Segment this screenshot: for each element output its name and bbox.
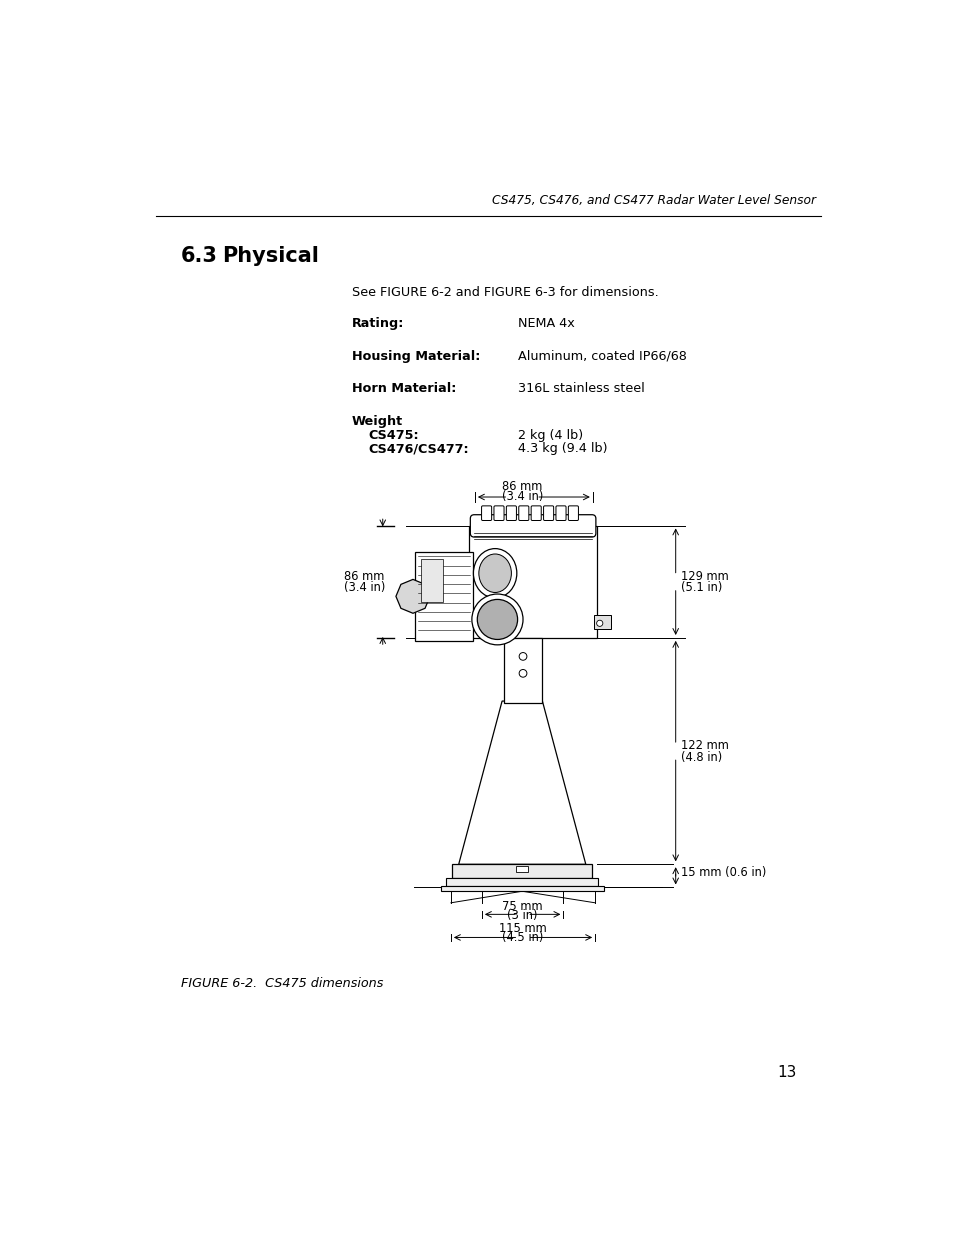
- Circle shape: [476, 599, 517, 640]
- Bar: [452, 864, 592, 878]
- Text: 2 kg (4 lb): 2 kg (4 lb): [517, 429, 583, 442]
- Text: 86 mm: 86 mm: [344, 569, 384, 583]
- Text: 75 mm: 75 mm: [502, 900, 542, 913]
- FancyBboxPatch shape: [518, 506, 528, 520]
- FancyBboxPatch shape: [543, 506, 553, 520]
- Text: (3.4 in): (3.4 in): [501, 490, 542, 503]
- Text: 15 mm (0.6 in): 15 mm (0.6 in): [680, 866, 765, 879]
- Circle shape: [472, 594, 522, 645]
- Text: 115 mm: 115 mm: [498, 921, 546, 935]
- Text: 13: 13: [777, 1065, 796, 1079]
- Text: (3 in): (3 in): [507, 909, 537, 923]
- Bar: [440, 885, 603, 892]
- Bar: [468, 526, 597, 638]
- Bar: [421, 559, 443, 601]
- Text: Physical: Physical: [222, 246, 319, 266]
- Text: 122 mm: 122 mm: [680, 740, 728, 752]
- Text: 6.3: 6.3: [181, 246, 218, 266]
- Bar: [415, 552, 472, 641]
- Text: Weight: Weight: [352, 415, 402, 429]
- FancyBboxPatch shape: [531, 506, 540, 520]
- Polygon shape: [395, 579, 430, 614]
- Text: 129 mm: 129 mm: [680, 569, 728, 583]
- Bar: [593, 615, 611, 630]
- Text: 316L stainless steel: 316L stainless steel: [517, 382, 644, 395]
- FancyBboxPatch shape: [556, 506, 565, 520]
- Ellipse shape: [473, 548, 517, 598]
- FancyBboxPatch shape: [506, 506, 516, 520]
- Bar: [446, 878, 598, 885]
- Text: (5.1 in): (5.1 in): [680, 582, 721, 594]
- Circle shape: [518, 652, 526, 661]
- FancyBboxPatch shape: [494, 506, 503, 520]
- FancyBboxPatch shape: [470, 515, 596, 537]
- Circle shape: [518, 669, 526, 677]
- Text: CS475, CS476, and CS477 Radar Water Level Sensor: CS475, CS476, and CS477 Radar Water Leve…: [492, 194, 815, 207]
- Text: NEMA 4x: NEMA 4x: [517, 317, 575, 330]
- Text: Housing Material:: Housing Material:: [352, 350, 479, 363]
- Text: (3.4 in): (3.4 in): [344, 580, 385, 594]
- Text: See FIGURE 6-2 and FIGURE 6-3 for dimensions.: See FIGURE 6-2 and FIGURE 6-3 for dimens…: [352, 287, 658, 299]
- Text: (4.5 in): (4.5 in): [502, 931, 543, 944]
- Polygon shape: [458, 701, 585, 864]
- Text: Horn Material:: Horn Material:: [352, 382, 456, 395]
- Ellipse shape: [478, 555, 511, 593]
- Text: (4.8 in): (4.8 in): [680, 751, 721, 763]
- Text: CS475:: CS475:: [369, 429, 419, 442]
- Circle shape: [596, 620, 602, 626]
- Text: Rating:: Rating:: [352, 317, 404, 330]
- Text: Aluminum, coated IP66/68: Aluminum, coated IP66/68: [517, 350, 686, 363]
- FancyBboxPatch shape: [481, 506, 491, 520]
- FancyBboxPatch shape: [568, 506, 578, 520]
- Text: 86 mm: 86 mm: [501, 480, 542, 494]
- Text: FIGURE 6-2.  CS475 dimensions: FIGURE 6-2. CS475 dimensions: [181, 977, 383, 990]
- Bar: [516, 866, 528, 872]
- Text: CS476/CS477:: CS476/CS477:: [369, 442, 469, 454]
- Bar: [504, 638, 541, 703]
- Text: 4.3 kg (9.4 lb): 4.3 kg (9.4 lb): [517, 442, 607, 454]
